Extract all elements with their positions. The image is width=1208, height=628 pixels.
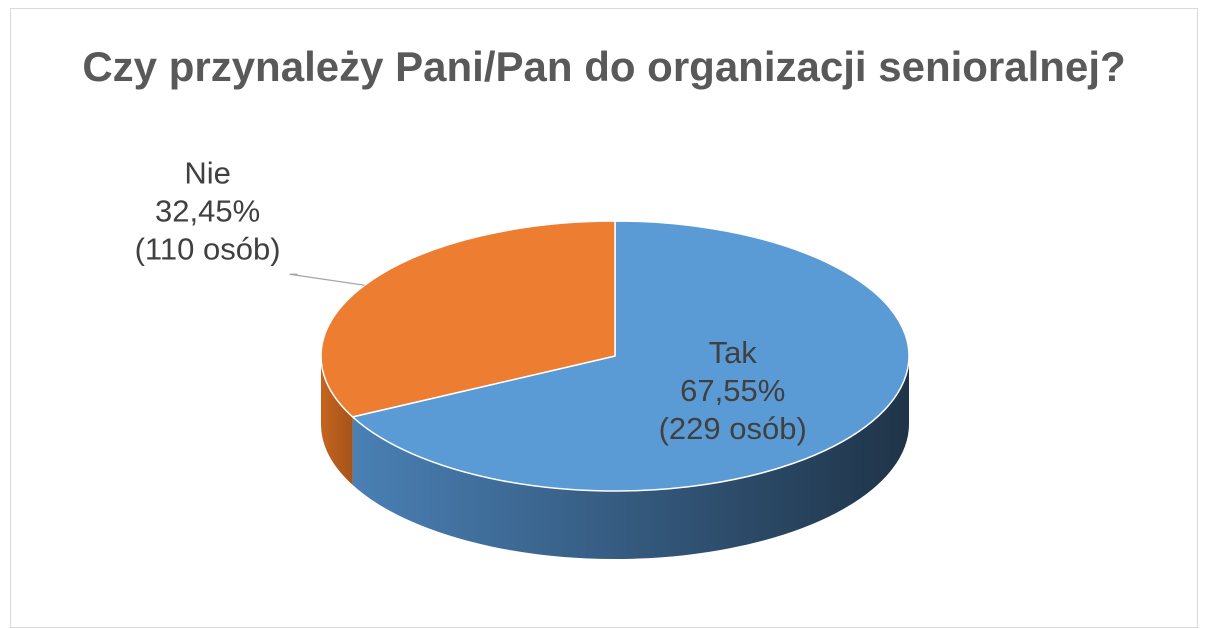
data-label-nie-category: Nie	[184, 155, 231, 190]
data-label-tak-category: Tak	[709, 335, 758, 370]
chart-title: Czy przynależy Pani/Pan do organizacji s…	[0, 36, 1208, 98]
data-label-nie-percent: 32,45%	[155, 193, 260, 228]
chart-title-text: Czy przynależy Pani/Pan do organizacji s…	[82, 43, 1126, 90]
data-label-nie-count: (110 osób)	[135, 231, 281, 266]
pie-slice-tak	[351, 220, 910, 492]
data-label-tak-percent: 67,55%	[680, 373, 785, 408]
data-label-tak-count: (229 osób)	[659, 411, 807, 446]
leader-lines	[289, 273, 365, 286]
pie-top-layer	[320, 220, 910, 492]
pie-side-tak	[352, 356, 909, 559]
leader-line-nie	[289, 273, 365, 286]
pie-slice-nie	[320, 220, 616, 418]
